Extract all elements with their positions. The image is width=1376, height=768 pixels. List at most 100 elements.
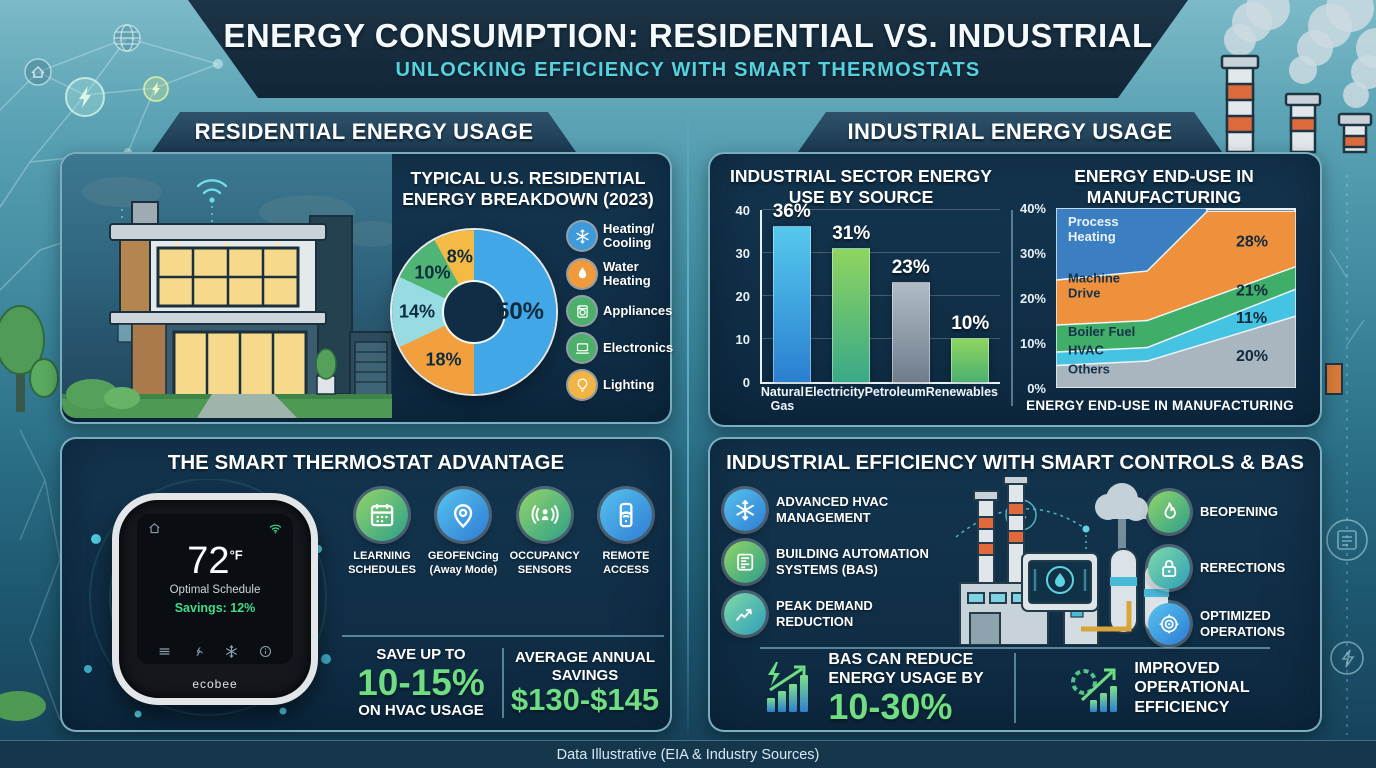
stat-value: 10-15%	[357, 661, 485, 703]
bas-panel-title: INDUSTRIAL EFFICIENCY WITH SMART CONTROL…	[726, 451, 1304, 474]
area-value-label: 28%	[1236, 233, 1268, 250]
bar-value-label: 10%	[951, 313, 990, 334]
fan-icon[interactable]	[191, 644, 206, 659]
home-network-icon	[24, 58, 52, 86]
legend-item: Appliances	[568, 297, 672, 326]
bar-cell: 36%	[762, 201, 822, 382]
trend-chart-icon	[724, 593, 766, 635]
stat-label: AVERAGE ANNUAL SAVINGS	[514, 649, 655, 684]
thermostat-features: LEARNING SCHEDULES GEOFENCing (Away Mode) OC…	[344, 489, 664, 578]
bulb-icon	[568, 371, 596, 400]
stat-label: ON HVAC USAGE	[358, 702, 484, 720]
y-tick-label: 40%	[1019, 201, 1046, 216]
separator	[342, 635, 664, 637]
feature-item: PEAK DEMAND REDUCTION	[724, 593, 946, 635]
area-series-label: Heating	[1068, 229, 1116, 244]
wifi-icon	[196, 179, 228, 195]
y-tick-label: 0%	[1027, 381, 1046, 396]
smart-home-illustration	[62, 154, 392, 418]
area-series-label: Process	[1068, 214, 1119, 229]
bar-chart-x-axis: Natural Gas Electricity Petroleum Renewable…	[760, 385, 998, 414]
x-tick-label: Petroleum	[864, 385, 926, 399]
info-icon[interactable]	[258, 644, 273, 659]
area-series-label: Drive	[1068, 285, 1101, 300]
bar-cell: 31%	[822, 223, 882, 382]
thermostat-panel: THE SMART THERMOSTAT ADVANTAGE 72°F Opti…	[60, 437, 672, 732]
legend-label: Heating/Cooling	[603, 221, 655, 251]
x-tick-label: Electricity	[804, 385, 865, 399]
bar-chart-y-axis: 0 10 20 30 40	[716, 203, 754, 390]
bar-chart: 36% 31% 23% 10%	[760, 201, 1000, 384]
menu-icon[interactable]	[157, 644, 172, 659]
stat-label: SAVE UP TO	[376, 646, 466, 664]
gridline	[762, 252, 1000, 253]
snowflake-icon[interactable]	[224, 644, 239, 659]
industrial-charts-panel: INDUSTRIAL SECTOR ENERGY USE BY SOURCE 0…	[708, 152, 1322, 427]
energy-bars-icon	[767, 662, 809, 712]
network-node	[213, 59, 223, 69]
snowflake-icon	[724, 489, 766, 531]
x-tick-label: Renewables	[925, 385, 998, 399]
smokestacks-illustration	[1220, 0, 1376, 154]
droplet-icon	[568, 259, 596, 288]
y-tick-label: 20%	[1019, 291, 1046, 306]
y-tick-label: 20	[735, 289, 750, 304]
gridline	[762, 338, 1000, 339]
stat-label: BAS CAN REDUCE ENERGY USAGE BY	[828, 650, 984, 688]
y-tick-label: 40	[735, 203, 750, 218]
feature-item: REMOTE ACCESS	[588, 489, 664, 578]
donut-chart: 50% 18% 14% 10% 8%	[392, 230, 556, 394]
feature-label: PEAK DEMAND REDUCTION	[776, 598, 873, 629]
feature-label: BEOPENING	[1200, 504, 1279, 520]
donut-slice-label: 14%	[398, 301, 436, 322]
page-subtitle: UNLOCKING EFFICIENCY WITH SMART THERMOST…	[395, 58, 981, 81]
stat-value: $130-$145	[510, 681, 660, 717]
area-layer-process-heating	[1056, 208, 1209, 281]
industrial-section-tab: INDUSTRIAL ENERGY USAGE	[798, 112, 1222, 152]
y-tick-label: 10	[735, 332, 750, 347]
location-pin-icon	[437, 489, 490, 541]
appliance-icon	[568, 297, 596, 326]
bas-features-right: BEOPENING RERECTIONS OPTIMIZED OPERATIONS	[1148, 491, 1316, 645]
y-tick-label: 0	[742, 375, 750, 390]
bar	[772, 226, 811, 382]
bar	[951, 338, 990, 382]
feature-item: ADVANCED HVAC MANAGEMENT	[724, 489, 946, 531]
pipe-accent	[1325, 363, 1343, 395]
bolt-network-icon	[65, 77, 105, 117]
feature-item: BUILDING AUTOMATION SYSTEMS (BAS)	[724, 541, 946, 583]
feature-label: RERECTIONS	[1200, 560, 1286, 576]
footer: Data Illustrative (EIA & Industry Source…	[0, 740, 1376, 768]
gear-growth-icon	[1071, 668, 1118, 712]
smartphone-icon	[599, 489, 652, 541]
bar-value-label: 36%	[772, 201, 811, 223]
center-divider	[687, 116, 689, 734]
area-series-label: Machine	[1068, 270, 1120, 285]
area-series-label: HVAC	[1068, 343, 1104, 358]
hvac-savings-stat: SAVE UP TO 10-15% ON HVAC USAGE	[340, 646, 502, 719]
feature-item: OPTIMIZED OPERATIONS	[1148, 603, 1316, 645]
legend-item: Heating/Cooling	[568, 221, 666, 251]
green-bolt-network-icon	[143, 76, 169, 102]
bas-reduction-stat: BAS CAN REDUCE ENERGY USAGE BY 10-30%	[730, 650, 1014, 726]
legend-item: Water Heating	[568, 259, 666, 289]
bas-stats: BAS CAN REDUCE ENERGY USAGE BY 10-30%	[730, 650, 1300, 726]
bas-panel: INDUSTRIAL EFFICIENCY WITH SMART CONTROL…	[708, 437, 1322, 732]
industrial-tab-label: INDUSTRIAL ENERGY USAGE	[847, 119, 1173, 144]
efficiency-stat: IMPROVED OPERATIONAL EFFICIENCY	[1016, 659, 1300, 717]
donut-slice-label: 50%	[495, 298, 545, 325]
feature-item: RERECTIONS	[1148, 547, 1316, 589]
stat-label: IMPROVED OPERATIONAL EFFICIENCY	[1134, 660, 1250, 716]
home-icon	[147, 521, 162, 536]
thermostat-illustration: 72°F Optimal Schedule Savings: 12% ecobe…	[68, 478, 346, 725]
donut-slice-label: 18%	[425, 349, 462, 370]
lock-icon	[1148, 547, 1190, 589]
area-series-label: Boiler Fuel	[1068, 324, 1135, 339]
x-tick-label: Natural Gas	[760, 385, 804, 413]
bar-cell: 23%	[881, 257, 941, 382]
laptop-icon	[568, 334, 596, 363]
target-icon	[1148, 603, 1190, 645]
